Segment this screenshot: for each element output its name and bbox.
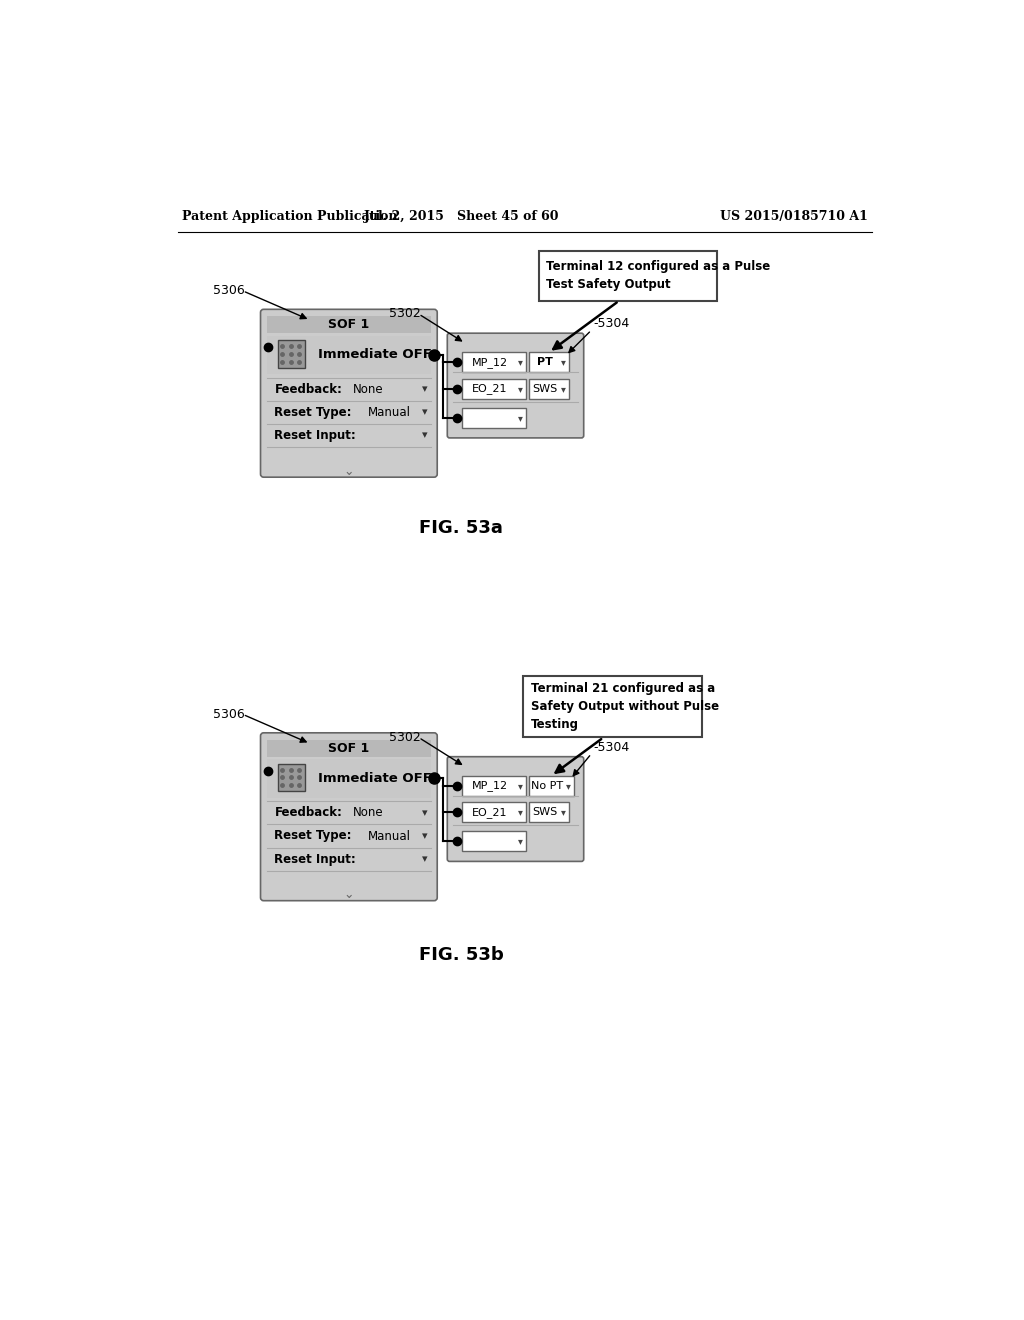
Text: Reset Type:: Reset Type: <box>274 829 352 842</box>
Text: ▾: ▾ <box>566 781 570 791</box>
Text: FIG. 53b: FIG. 53b <box>419 946 504 965</box>
Text: ▾: ▾ <box>518 781 522 791</box>
Bar <box>266 335 431 374</box>
Text: ▾: ▾ <box>422 832 428 841</box>
Text: ▾: ▾ <box>422 854 428 865</box>
Bar <box>266 739 431 756</box>
Text: PT: PT <box>537 358 553 367</box>
Text: ⌄: ⌄ <box>344 465 354 478</box>
Bar <box>462 776 525 796</box>
Text: -5304: -5304 <box>593 317 630 330</box>
Text: Reset Input:: Reset Input: <box>274 853 356 866</box>
Text: ⌄: ⌄ <box>344 888 354 902</box>
Text: ▾: ▾ <box>561 384 566 393</box>
Text: ▾: ▾ <box>422 808 428 818</box>
Text: -5304: -5304 <box>593 741 630 754</box>
Bar <box>528 352 569 372</box>
Text: SWS: SWS <box>532 807 558 817</box>
Text: 5306: 5306 <box>213 284 245 297</box>
Bar <box>528 776 573 796</box>
Bar <box>462 803 525 822</box>
Text: Immediate OFF: Immediate OFF <box>317 348 432 362</box>
Text: SWS: SWS <box>532 384 558 393</box>
FancyBboxPatch shape <box>260 733 437 900</box>
Text: Reset Input:: Reset Input: <box>274 429 356 442</box>
Text: ▾: ▾ <box>561 358 566 367</box>
Bar <box>462 408 525 428</box>
Text: EO_21: EO_21 <box>472 807 508 817</box>
Text: 5306: 5306 <box>213 708 245 721</box>
Text: ▾: ▾ <box>422 408 428 417</box>
Bar <box>462 832 525 851</box>
Bar <box>462 352 525 372</box>
Text: SOF 1: SOF 1 <box>329 742 370 755</box>
Text: US 2015/0185710 A1: US 2015/0185710 A1 <box>720 210 868 223</box>
Text: SOF 1: SOF 1 <box>329 318 370 331</box>
Text: FIG. 53a: FIG. 53a <box>419 519 503 537</box>
Text: Patent Application Publication: Patent Application Publication <box>182 210 397 223</box>
Bar <box>266 317 431 333</box>
Text: None: None <box>352 807 383 820</box>
Text: Manual: Manual <box>369 829 412 842</box>
Bar <box>539 251 717 301</box>
Text: No PT: No PT <box>531 781 563 791</box>
FancyBboxPatch shape <box>260 309 437 478</box>
Text: MP_12: MP_12 <box>472 780 508 792</box>
Bar <box>278 341 305 368</box>
Text: Jul. 2, 2015   Sheet 45 of 60: Jul. 2, 2015 Sheet 45 of 60 <box>364 210 559 223</box>
Bar <box>462 379 525 399</box>
Text: ▾: ▾ <box>422 384 428 395</box>
Text: Reset Type:: Reset Type: <box>274 407 352 418</box>
Text: ▾: ▾ <box>518 837 522 846</box>
FancyBboxPatch shape <box>447 756 584 862</box>
Text: ▾: ▾ <box>561 807 566 817</box>
Bar <box>523 676 701 738</box>
Text: ▾: ▾ <box>518 384 522 393</box>
Text: None: None <box>352 383 383 396</box>
Text: Feedback:: Feedback: <box>274 807 342 820</box>
FancyBboxPatch shape <box>447 333 584 438</box>
Bar <box>266 759 431 797</box>
Text: Manual: Manual <box>369 407 412 418</box>
Text: Terminal 12 configured as a Pulse
Test Safety Output: Terminal 12 configured as a Pulse Test S… <box>547 260 771 292</box>
Text: Terminal 21 configured as a
Safety Output without Pulse
Testing: Terminal 21 configured as a Safety Outpu… <box>531 682 719 731</box>
Bar <box>528 803 569 822</box>
Text: Feedback:: Feedback: <box>274 383 342 396</box>
Text: 5302: 5302 <box>389 308 421 321</box>
Text: MP_12: MP_12 <box>472 356 508 368</box>
Text: EO_21: EO_21 <box>472 383 508 395</box>
Text: Immediate OFF: Immediate OFF <box>317 772 432 785</box>
Bar <box>278 763 305 792</box>
Bar <box>528 379 569 399</box>
Text: 5302: 5302 <box>389 731 421 744</box>
Text: ▾: ▾ <box>422 430 428 441</box>
Text: ▾: ▾ <box>518 807 522 817</box>
Text: ▾: ▾ <box>518 358 522 367</box>
Text: ▾: ▾ <box>518 413 522 422</box>
